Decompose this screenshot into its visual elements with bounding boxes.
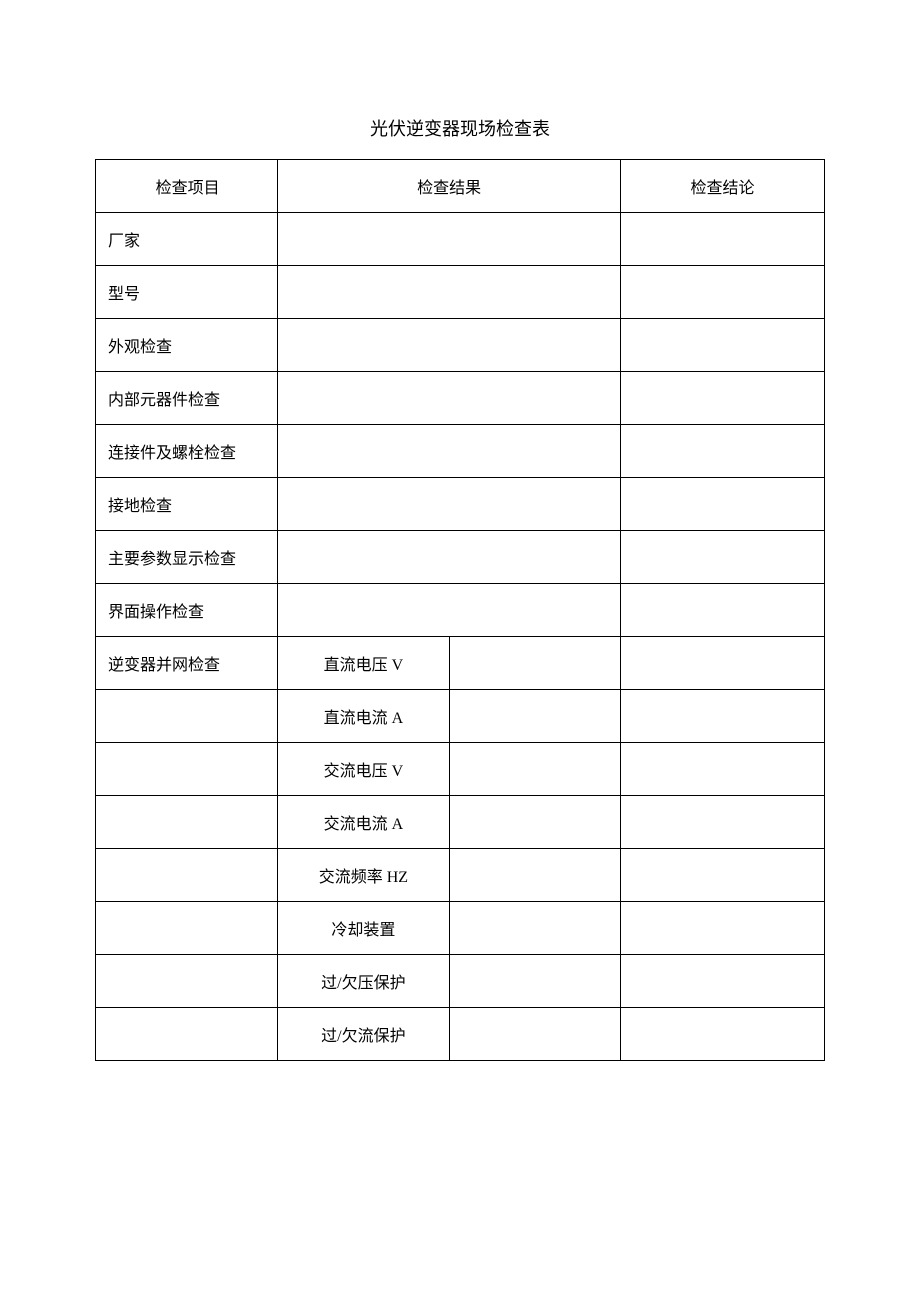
grid-empty-cell [96, 690, 278, 743]
header-col3: 检查结论 [620, 160, 824, 213]
result-cell [278, 478, 621, 531]
result-cell [278, 425, 621, 478]
header-row: 检查项目 检查结果 检查结论 [96, 160, 825, 213]
table-row: 主要参数显示检查 [96, 531, 825, 584]
row-label: 内部元器件检查 [96, 372, 278, 425]
grid-value-cell [449, 690, 620, 743]
grid-sub-label: 直流电压 V [278, 637, 449, 690]
table-row: 厂家 [96, 213, 825, 266]
page-title: 光伏逆变器现场检查表 [95, 115, 825, 141]
grid-value-cell [449, 743, 620, 796]
header-col2: 检查结果 [278, 160, 621, 213]
conclusion-cell [620, 531, 824, 584]
table-row: 接地检查 [96, 478, 825, 531]
conclusion-cell [620, 902, 824, 955]
grid-row: 逆变器并网检查 直流电压 V [96, 637, 825, 690]
row-label: 厂家 [96, 213, 278, 266]
row-label: 连接件及螺栓检查 [96, 425, 278, 478]
table-row: 外观检查 [96, 319, 825, 372]
grid-sub-label: 交流电压 V [278, 743, 449, 796]
result-cell [278, 213, 621, 266]
row-label: 主要参数显示检查 [96, 531, 278, 584]
table-row: 界面操作检查 [96, 584, 825, 637]
inspection-table: 检查项目 检查结果 检查结论 厂家 型号 外观检查 内部元器件检查 连接件及螺栓… [95, 159, 825, 1061]
grid-empty-cell [96, 955, 278, 1008]
grid-row: 过/欠压保护 [96, 955, 825, 1008]
grid-value-cell [449, 902, 620, 955]
conclusion-cell [620, 584, 824, 637]
conclusion-cell [620, 319, 824, 372]
conclusion-cell [620, 478, 824, 531]
grid-row: 直流电流 A [96, 690, 825, 743]
conclusion-cell [620, 955, 824, 1008]
grid-value-cell [449, 849, 620, 902]
grid-sub-label: 交流电流 A [278, 796, 449, 849]
header-col1: 检查项目 [96, 160, 278, 213]
conclusion-cell [620, 796, 824, 849]
grid-value-cell [449, 796, 620, 849]
row-label: 接地检查 [96, 478, 278, 531]
grid-empty-cell [96, 743, 278, 796]
grid-empty-cell [96, 902, 278, 955]
row-label: 型号 [96, 266, 278, 319]
grid-row-label: 逆变器并网检查 [96, 637, 278, 690]
grid-value-cell [449, 955, 620, 1008]
result-cell [278, 584, 621, 637]
grid-sub-label: 直流电流 A [278, 690, 449, 743]
grid-empty-cell [96, 1008, 278, 1061]
grid-row: 冷却装置 [96, 902, 825, 955]
grid-value-cell [449, 637, 620, 690]
grid-row: 交流电压 V [96, 743, 825, 796]
grid-sub-label: 交流频率 HZ [278, 849, 449, 902]
grid-empty-cell [96, 796, 278, 849]
grid-empty-cell [96, 849, 278, 902]
row-label: 外观检查 [96, 319, 278, 372]
conclusion-cell [620, 266, 824, 319]
conclusion-cell [620, 372, 824, 425]
table-row: 内部元器件检查 [96, 372, 825, 425]
conclusion-cell [620, 425, 824, 478]
conclusion-cell [620, 849, 824, 902]
grid-sub-label: 冷却装置 [278, 902, 449, 955]
table-row: 连接件及螺栓检查 [96, 425, 825, 478]
grid-row: 交流电流 A [96, 796, 825, 849]
conclusion-cell [620, 743, 824, 796]
conclusion-cell [620, 1008, 824, 1061]
row-label: 界面操作检查 [96, 584, 278, 637]
grid-row: 交流频率 HZ [96, 849, 825, 902]
result-cell [278, 266, 621, 319]
grid-row: 过/欠流保护 [96, 1008, 825, 1061]
conclusion-cell [620, 637, 824, 690]
result-cell [278, 319, 621, 372]
result-cell [278, 372, 621, 425]
conclusion-cell [620, 690, 824, 743]
grid-sub-label: 过/欠压保护 [278, 955, 449, 1008]
result-cell [278, 531, 621, 584]
grid-value-cell [449, 1008, 620, 1061]
grid-sub-label: 过/欠流保护 [278, 1008, 449, 1061]
conclusion-cell [620, 213, 824, 266]
table-row: 型号 [96, 266, 825, 319]
